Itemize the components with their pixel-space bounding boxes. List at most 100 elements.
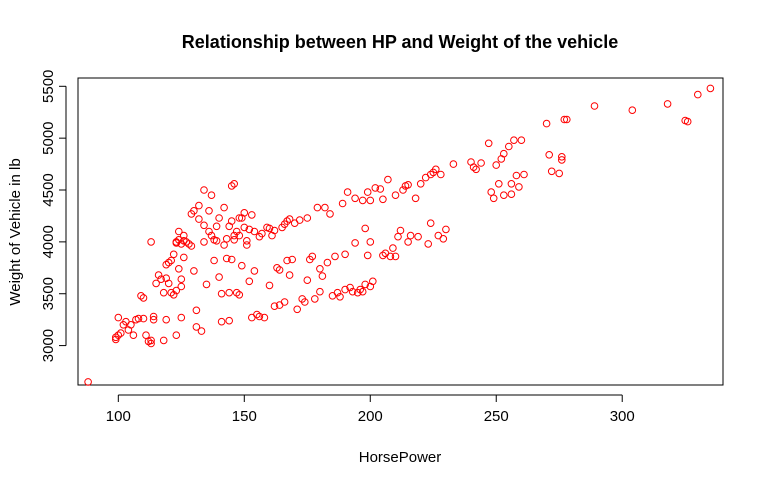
data-point <box>260 313 269 322</box>
data-point <box>326 210 334 218</box>
data-point <box>520 170 528 179</box>
data-point <box>351 194 359 203</box>
data-point <box>361 224 370 233</box>
data-point <box>210 256 218 265</box>
data-point <box>200 186 208 194</box>
data-point <box>232 227 241 236</box>
data-point <box>134 314 143 323</box>
data-point <box>235 291 244 299</box>
data-point <box>311 295 319 303</box>
data-point <box>159 336 168 345</box>
data-point <box>205 207 213 215</box>
data-point <box>230 180 238 188</box>
data-point <box>164 258 173 267</box>
data-point <box>484 139 493 148</box>
data-point <box>250 267 259 275</box>
data-point <box>147 238 155 246</box>
y-tick-label: 4000 <box>40 225 57 258</box>
data-point <box>283 217 291 225</box>
data-point <box>202 280 211 289</box>
data-point <box>492 161 501 169</box>
data-point <box>477 159 485 167</box>
data-point <box>542 119 551 128</box>
data-point <box>207 231 216 240</box>
data-point <box>177 313 186 322</box>
data-point <box>303 276 312 285</box>
data-point <box>323 258 332 267</box>
data-point <box>396 226 405 235</box>
data-point <box>169 250 178 259</box>
y-tick-label: 4500 <box>40 173 57 206</box>
data-point <box>386 252 395 261</box>
data-points <box>84 84 715 386</box>
data-point <box>147 336 155 345</box>
data-point <box>265 281 274 290</box>
data-point <box>167 256 175 265</box>
data-point <box>346 283 354 292</box>
y-tick-label: 5000 <box>40 121 57 154</box>
data-point <box>399 186 407 194</box>
data-point <box>180 253 188 262</box>
data-point <box>167 288 175 297</box>
y-axis-label: Weight of Vehicle in lb <box>7 158 24 305</box>
data-point <box>487 188 496 196</box>
data-point <box>547 167 556 176</box>
data-point <box>512 171 521 180</box>
data-point <box>628 106 637 114</box>
data-point <box>283 256 291 265</box>
data-point <box>379 251 387 260</box>
data-point <box>590 102 599 110</box>
data-point <box>175 227 183 236</box>
data-point <box>293 305 302 314</box>
data-point <box>195 201 203 210</box>
data-point <box>507 190 516 198</box>
data-point <box>243 241 251 249</box>
data-point <box>195 215 203 223</box>
data-point <box>424 240 433 248</box>
data-point <box>149 315 158 324</box>
data-point <box>240 209 249 217</box>
data-point <box>117 329 125 337</box>
plot-frame <box>77 77 724 386</box>
data-point <box>313 203 322 212</box>
data-point <box>437 170 445 179</box>
data-point <box>225 316 233 325</box>
data-point <box>215 214 223 222</box>
data-point <box>285 215 294 223</box>
data-point <box>358 196 367 205</box>
data-point <box>180 231 188 240</box>
data-point <box>149 312 158 321</box>
data-point <box>489 194 498 203</box>
data-point <box>220 241 228 249</box>
data-point <box>187 242 196 250</box>
data-point <box>253 310 261 319</box>
data-point <box>449 160 458 168</box>
data-point <box>336 293 344 301</box>
data-point <box>358 287 367 296</box>
data-point <box>495 180 503 188</box>
data-point <box>258 229 266 238</box>
x-tick-label: 150 <box>232 408 257 425</box>
data-point <box>404 238 412 246</box>
data-point <box>245 225 254 234</box>
data-point <box>391 191 400 199</box>
data-point <box>394 232 402 241</box>
data-point <box>177 275 186 284</box>
data-point <box>270 226 279 235</box>
data-point <box>432 165 440 174</box>
data-point <box>280 298 289 306</box>
data-point <box>225 288 233 297</box>
data-point <box>190 267 198 275</box>
data-point <box>331 252 339 261</box>
data-point <box>439 235 448 243</box>
data-point <box>341 250 349 259</box>
data-point <box>212 222 221 231</box>
data-point <box>235 214 244 222</box>
data-point <box>338 199 347 208</box>
data-point <box>227 217 236 225</box>
data-point <box>222 235 231 243</box>
data-point <box>318 272 327 280</box>
data-point <box>404 181 412 189</box>
data-point <box>190 207 198 215</box>
data-point <box>172 238 181 246</box>
